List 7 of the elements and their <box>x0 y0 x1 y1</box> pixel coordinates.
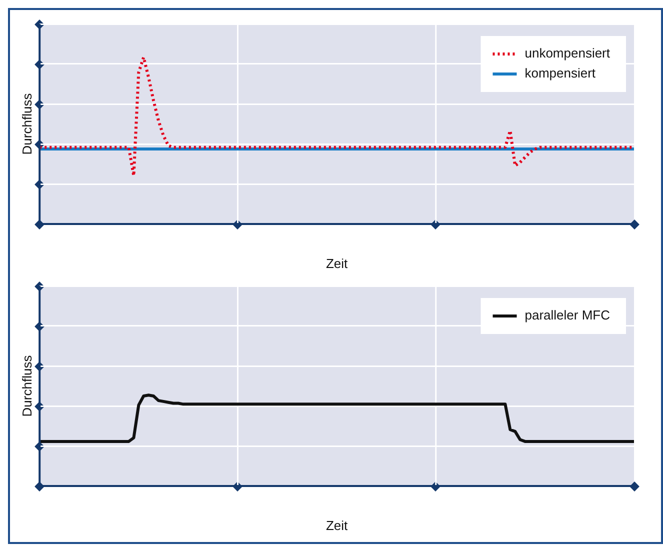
x-axis-title: Zeit <box>326 518 348 533</box>
x-axis-title: Zeit <box>326 256 348 271</box>
y-axis-title: Durchfluss <box>19 354 34 417</box>
legend-label: paralleler MFC <box>524 308 610 323</box>
y-axis-title: Durchfluss <box>19 92 34 155</box>
legend-label: unkompensiert <box>524 46 610 61</box>
legend-label: kompensiert <box>524 66 596 81</box>
